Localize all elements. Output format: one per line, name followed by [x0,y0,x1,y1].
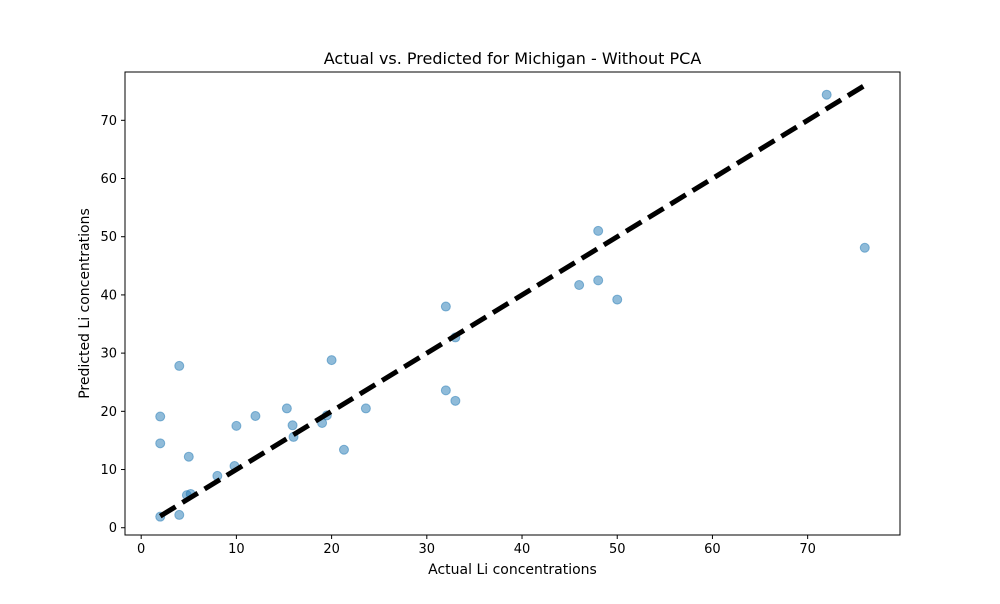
data-point [593,275,604,286]
y-tick-label: 70 [100,114,117,129]
data-point [821,89,832,100]
x-tick-label: 0 [137,542,145,557]
data-point [326,355,337,366]
data-point [450,395,461,406]
data-point [612,294,623,305]
data-point [183,451,194,462]
x-tick-label: 20 [323,542,340,557]
x-tick-label: 10 [228,542,245,557]
y-tick-label: 30 [100,347,117,362]
data-point [174,360,185,371]
data-point [574,280,585,291]
y-tick-label: 40 [100,288,117,303]
data-point [440,385,451,396]
x-tick-label: 30 [419,542,436,557]
x-tick-label: 40 [514,542,531,557]
y-tick-label: 20 [100,405,117,420]
data-point [231,420,242,431]
data-point [360,403,371,414]
y-axis-label: Predicted Li concentrations [77,208,93,399]
data-point [174,509,185,520]
data-point [859,242,870,253]
x-tick-label: 50 [609,542,626,557]
data-point [593,225,604,236]
y-tick-label: 10 [100,463,117,478]
data-point [338,444,349,455]
x-tick-label: 60 [704,542,721,557]
data-point [440,301,451,312]
data-point [250,410,261,421]
plot-frame [124,71,901,536]
data-point [155,438,166,449]
plot-layer [155,83,870,522]
x-tick-label: 70 [799,542,816,557]
y-tick-label: 50 [100,230,117,245]
x-axis-label: Actual Li concentrations [428,562,597,578]
chart-title: Actual vs. Predicted for Michigan - With… [324,49,702,68]
ticks-layer: 0 10 20 30 40 50 60 70 0 10 20 30 40 50 60 70 [100,114,815,557]
y-tick-label: 0 [109,521,117,536]
data-point [155,411,166,422]
reference-line [158,83,867,519]
y-tick-label: 60 [100,172,117,187]
data-point [281,403,292,414]
data-point [287,420,298,431]
